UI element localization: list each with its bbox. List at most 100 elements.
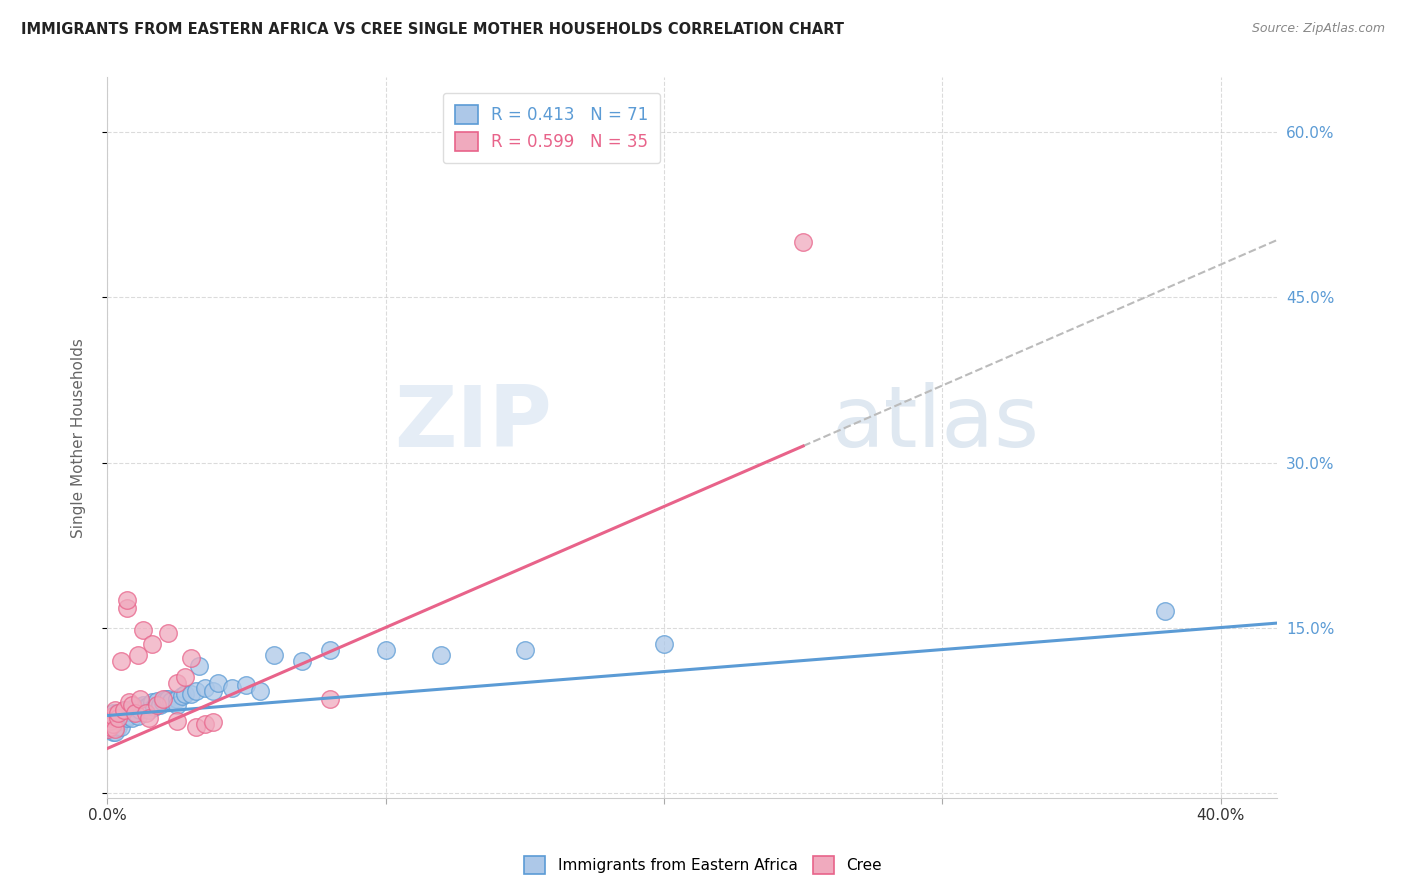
Text: Source: ZipAtlas.com: Source: ZipAtlas.com: [1251, 22, 1385, 36]
Point: [146, 694, 169, 708]
Point: [152, 692, 174, 706]
Point: [186, 720, 208, 734]
Point: [166, 714, 188, 728]
Point: [1154, 604, 1177, 618]
Point: [104, 703, 127, 717]
Point: [107, 716, 129, 731]
Point: [186, 684, 208, 698]
Point: [124, 699, 146, 714]
Point: [98, 714, 121, 728]
Point: [166, 692, 188, 706]
Point: [155, 692, 177, 706]
Point: [110, 720, 132, 734]
Point: [101, 711, 124, 725]
Point: [107, 706, 129, 721]
Point: [101, 706, 124, 721]
Point: [100, 708, 122, 723]
Point: [146, 698, 169, 712]
Point: [104, 720, 127, 734]
Point: [112, 708, 135, 723]
Point: [127, 648, 149, 662]
Text: ZIP: ZIP: [394, 382, 551, 465]
Point: [221, 681, 243, 695]
Point: [110, 712, 132, 726]
Point: [105, 706, 128, 721]
Point: [174, 687, 197, 701]
Point: [174, 670, 197, 684]
Point: [107, 720, 129, 734]
Point: [319, 692, 342, 706]
Point: [107, 711, 129, 725]
Point: [127, 708, 149, 723]
Point: [100, 711, 122, 725]
Point: [97, 720, 120, 734]
Point: [291, 654, 314, 668]
Point: [157, 692, 180, 706]
Point: [121, 698, 143, 712]
Point: [101, 725, 124, 739]
Point: [129, 692, 152, 706]
Point: [132, 698, 155, 712]
Point: [127, 703, 149, 717]
Point: [193, 681, 215, 695]
Point: [121, 703, 143, 717]
Point: [135, 699, 157, 714]
Point: [121, 711, 143, 725]
Point: [97, 722, 120, 736]
Point: [138, 711, 160, 725]
Point: [110, 714, 132, 728]
Point: [172, 689, 194, 703]
Point: [249, 684, 271, 698]
Legend: R = 0.413   N = 71, R = 0.599   N = 35: R = 0.413 N = 71, R = 0.599 N = 35: [443, 93, 659, 163]
Point: [98, 714, 121, 728]
Point: [98, 720, 121, 734]
Point: [138, 698, 160, 712]
Point: [652, 637, 675, 651]
Point: [129, 699, 152, 714]
Point: [141, 695, 163, 709]
Point: [188, 659, 211, 673]
Point: [115, 711, 138, 725]
Point: [180, 687, 202, 701]
Point: [104, 722, 127, 736]
Point: [160, 694, 183, 708]
Point: [107, 711, 129, 725]
Point: [104, 711, 127, 725]
Point: [118, 708, 141, 723]
Point: [141, 637, 163, 651]
Point: [166, 675, 188, 690]
Point: [157, 626, 180, 640]
Point: [180, 651, 202, 665]
Point: [107, 706, 129, 721]
Point: [101, 716, 124, 731]
Text: IMMIGRANTS FROM EASTERN AFRICA VS CREE SINGLE MOTHER HOUSEHOLDS CORRELATION CHAR: IMMIGRANTS FROM EASTERN AFRICA VS CREE S…: [21, 22, 844, 37]
Point: [374, 642, 396, 657]
Point: [104, 708, 127, 723]
Point: [110, 706, 132, 721]
Point: [263, 648, 285, 662]
Point: [152, 695, 174, 709]
Point: [193, 717, 215, 731]
Point: [138, 703, 160, 717]
Point: [135, 706, 157, 721]
Point: [118, 705, 141, 719]
Point: [143, 699, 166, 714]
Point: [112, 703, 135, 717]
Point: [430, 648, 453, 662]
Point: [166, 698, 188, 712]
Point: [110, 654, 132, 668]
Point: [319, 642, 342, 657]
Point: [115, 600, 138, 615]
Point: [103, 712, 125, 726]
Point: [115, 593, 138, 607]
Text: atlas: atlas: [832, 382, 1040, 465]
Point: [104, 725, 127, 739]
Point: [513, 642, 536, 657]
Point: [201, 684, 224, 698]
Point: [132, 623, 155, 637]
Point: [792, 235, 814, 250]
Point: [207, 675, 229, 690]
Point: [149, 698, 172, 712]
Y-axis label: Single Mother Households: Single Mother Households: [72, 338, 86, 538]
Point: [235, 678, 257, 692]
